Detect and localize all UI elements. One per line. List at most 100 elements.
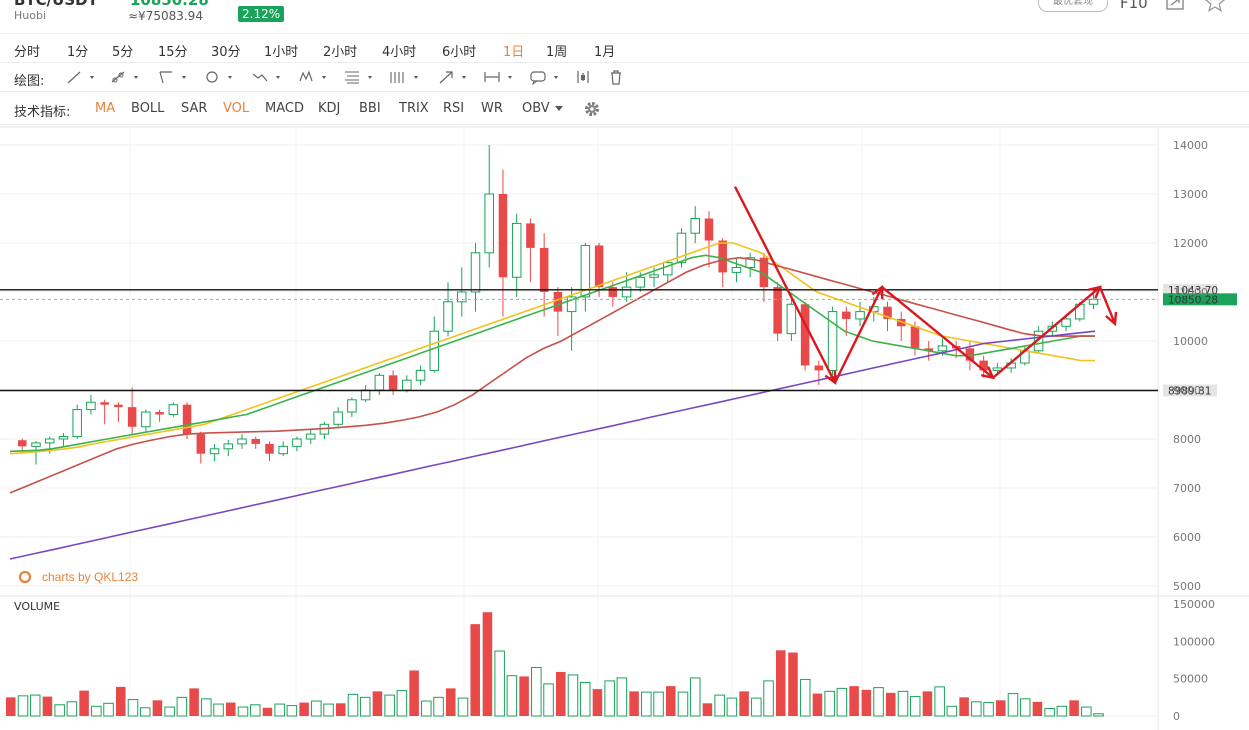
trash-icon[interactable] xyxy=(606,69,640,85)
indicator-trix[interactable]: TRIX xyxy=(399,101,429,116)
candle-body xyxy=(278,445,288,455)
channel-tool-icon[interactable] xyxy=(388,69,422,85)
candle-body xyxy=(415,369,426,381)
volume-bar xyxy=(592,689,603,716)
volume-bar xyxy=(311,700,322,717)
circle-tool-icon[interactable] xyxy=(202,69,236,85)
volume-bar xyxy=(799,678,811,717)
candle-body xyxy=(333,411,343,425)
candle-body xyxy=(31,442,41,447)
fibonacci-tool-icon[interactable] xyxy=(342,69,376,85)
arrow-tool-icon[interactable] xyxy=(436,69,470,85)
candle-body xyxy=(594,245,604,288)
volume-bar xyxy=(347,693,359,717)
indicator-macd[interactable]: MACD xyxy=(265,101,304,116)
candle-body xyxy=(566,296,577,313)
expand-icon[interactable] xyxy=(1166,0,1184,10)
volume-bar xyxy=(446,688,456,716)
period-tab-active[interactable]: 1日 xyxy=(503,45,525,60)
candle-body xyxy=(800,304,810,366)
indicator-bbi[interactable]: BBI xyxy=(359,101,381,116)
period-tab[interactable]: 30分 xyxy=(211,45,241,60)
period-tab[interactable]: 5分 xyxy=(112,45,134,60)
f10-button[interactable]: F10 xyxy=(1120,0,1148,12)
period-tab[interactable]: 1小时 xyxy=(264,45,299,60)
period-bar: 分时 1分 5分 15分 30分 1小时 2小时 4小时 6小时 1日 1周 1… xyxy=(0,34,1249,63)
indicator-vol[interactable]: VOL xyxy=(223,101,250,116)
candle-body xyxy=(511,222,522,278)
exchange-label: Huobi xyxy=(14,9,47,22)
candle-body xyxy=(72,409,82,438)
volume-bar xyxy=(139,707,151,717)
indicator-ma[interactable]: MA xyxy=(95,101,116,116)
candle-body xyxy=(86,401,96,411)
candle-body xyxy=(745,257,755,269)
qkl-logo-icon xyxy=(18,570,32,584)
volume-bar xyxy=(323,703,334,717)
candle-body xyxy=(443,301,453,332)
ray-tool-icon[interactable] xyxy=(108,69,142,85)
chart-grid xyxy=(0,126,1249,730)
candle-body xyxy=(731,267,742,273)
candle-body xyxy=(58,436,69,440)
period-tab[interactable]: 分时 xyxy=(14,45,41,60)
volume-bar xyxy=(29,694,41,717)
price-tick-label: 11000 xyxy=(1173,286,1208,299)
candle-body xyxy=(759,257,769,288)
indicator-boll[interactable]: BOLL xyxy=(131,101,165,116)
price-tick-label: 10000 xyxy=(1173,335,1208,348)
volume-bar xyxy=(1044,708,1055,717)
volume-bar xyxy=(116,686,126,716)
text-tool-icon[interactable] xyxy=(528,69,562,85)
trend-arrows xyxy=(733,186,1118,386)
ticker-header: BTC/USDT 10850.28 Huobi ≈¥75083.94 2.12%… xyxy=(0,0,1249,34)
gear-icon[interactable] xyxy=(583,100,601,118)
volume-bar xyxy=(66,701,78,717)
period-tab[interactable]: 4小时 xyxy=(382,45,417,60)
candle-body xyxy=(842,311,851,319)
trend-arrow xyxy=(733,186,837,384)
indicator-wr[interactable]: WR xyxy=(481,101,503,116)
volume-bar xyxy=(470,624,480,716)
top-action-button[interactable]: 最优套现 xyxy=(1038,0,1108,12)
volume-bar xyxy=(457,697,469,717)
volume-bar xyxy=(1056,705,1068,717)
candle-body xyxy=(155,412,164,415)
candle-settings-icon[interactable] xyxy=(574,69,608,85)
candle-body xyxy=(704,218,714,241)
price-tick-label: 7000 xyxy=(1173,482,1201,495)
volume-bar xyxy=(494,650,505,717)
measure-tool-icon[interactable] xyxy=(482,69,516,85)
trend-arrow xyxy=(992,286,1101,379)
indicator-sar[interactable]: SAR xyxy=(181,101,208,116)
volume-label: VOLUME xyxy=(14,600,60,613)
period-tab[interactable]: 1分 xyxy=(67,45,89,60)
volume-bar xyxy=(91,705,102,717)
volume-bar xyxy=(861,689,872,716)
period-tab[interactable]: 1周 xyxy=(546,45,568,60)
price-tag-bg xyxy=(1163,283,1217,296)
volume-bar xyxy=(262,707,273,716)
line-tool-icon[interactable] xyxy=(64,69,98,85)
indicator-rsi[interactable]: RSI xyxy=(443,101,465,116)
candle-body xyxy=(690,218,700,234)
volume-bar xyxy=(17,695,29,717)
candle-body xyxy=(182,404,192,435)
last-price: 10850.28 xyxy=(130,0,209,9)
indicator-obv[interactable]: OBV xyxy=(522,101,550,116)
chevron-down-icon[interactable] xyxy=(554,104,564,112)
indicator-kdj[interactable]: KDJ xyxy=(318,101,341,116)
angle-tool-icon[interactable] xyxy=(156,69,190,85)
favorite-star-icon[interactable] xyxy=(1204,0,1226,12)
period-tab[interactable]: 6小时 xyxy=(442,45,477,60)
period-tab[interactable]: 15分 xyxy=(158,45,188,60)
candle-body xyxy=(209,448,220,455)
volume-bar xyxy=(666,686,676,716)
pattern-tool-icon[interactable] xyxy=(296,69,330,85)
volume-bar xyxy=(812,693,823,716)
period-tab[interactable]: 2小时 xyxy=(323,45,358,60)
polyline-tool-icon[interactable] xyxy=(250,69,284,85)
period-tab[interactable]: 1月 xyxy=(594,45,616,60)
drawing-label: 绘图: xyxy=(14,74,45,89)
